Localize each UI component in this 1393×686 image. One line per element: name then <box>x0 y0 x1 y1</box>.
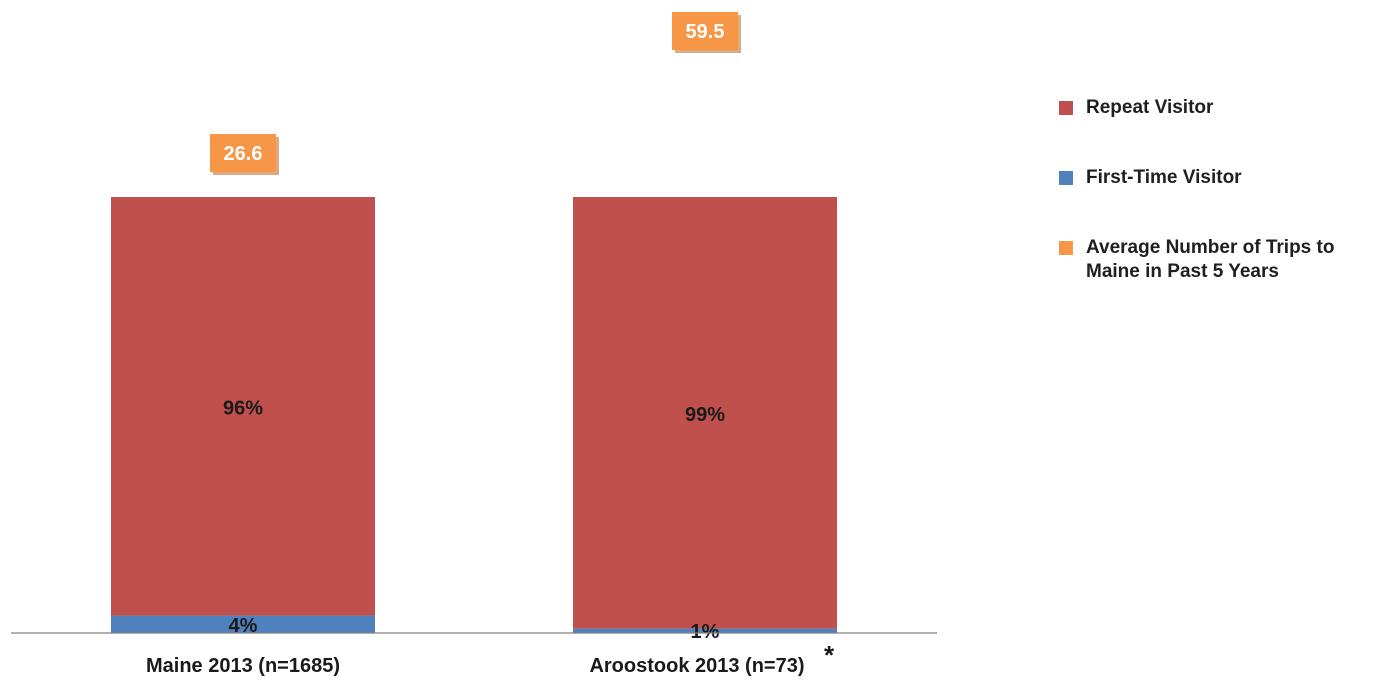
legend-swatch-average-trips <box>1059 241 1073 255</box>
x-tick-label-1: Maine 2013 (n=1685) <box>146 655 340 677</box>
legend-swatch-first-time-visitor <box>1059 171 1073 185</box>
legend-swatch-repeat-visitor <box>1059 101 1073 115</box>
avg-trips-marker-2: 59.5 <box>672 12 741 53</box>
avg-trips-label-1: 26.6 <box>224 143 263 165</box>
data-label-first-time-visitor-1: 4% <box>229 615 258 637</box>
avg-trips-marker-1: 26.6 <box>210 134 279 175</box>
chart-legend: Repeat Visitor First-Time Visitor Averag… <box>1059 96 1389 330</box>
bar-first-time-visitor-1 <box>111 615 375 633</box>
avg-trips-marker-box-2 <box>672 12 738 50</box>
data-label-repeat-visitor-2: 99% <box>685 404 725 426</box>
x-tick-label-2: Aroostook 2013 (n=73) <box>589 655 804 677</box>
data-label-repeat-visitor-1: 96% <box>223 397 263 419</box>
legend-item-repeat-visitor: Repeat Visitor <box>1059 96 1389 120</box>
avg-trips-label-2: 59.5 <box>686 21 725 43</box>
data-label-first-time-visitor-2: 1% <box>691 621 720 643</box>
bar-first-time-visitor-2 <box>573 628 837 633</box>
bar-repeat-visitor-1 <box>111 197 375 616</box>
legend-item-average-trips: Average Number of Trips to Maine in Past… <box>1059 236 1389 284</box>
category-note-asterisk: * <box>824 640 835 670</box>
bar-repeat-visitor-2 <box>573 197 837 629</box>
avg-trips-marker-box-1 <box>210 134 276 172</box>
legend-item-first-time-visitor: First-Time Visitor <box>1059 166 1389 190</box>
legend-label-first-time-visitor: First-Time Visitor <box>1086 167 1242 188</box>
legend-label-average-trips: Average Number of Trips to Maine in Past… <box>1086 237 1335 282</box>
legend-label-repeat-visitor: Repeat Visitor <box>1086 97 1214 118</box>
